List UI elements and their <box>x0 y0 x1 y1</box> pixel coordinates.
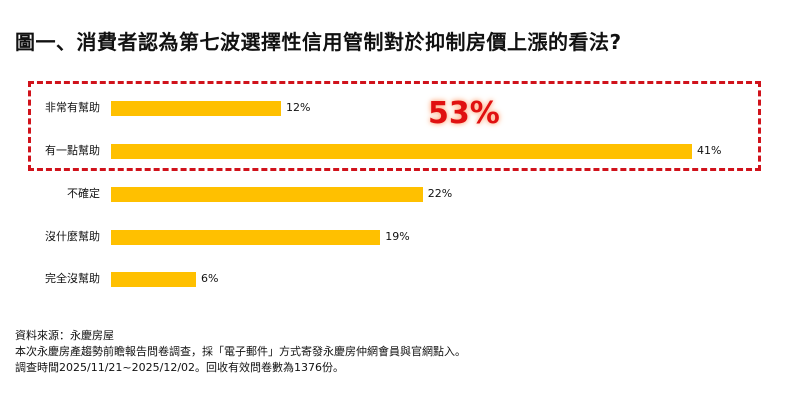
value-label: 6% <box>201 272 219 285</box>
combined-percentage-callout: 53% <box>428 96 500 131</box>
bar <box>111 272 197 287</box>
value-label: 22% <box>427 187 453 200</box>
category-label: 沒什麼幫助 <box>45 230 100 243</box>
survey-period-line: 調查時間2025/11/21~2025/12/02。回收有效問卷數為1376份。 <box>15 361 345 374</box>
bar <box>111 230 381 245</box>
bar-row: 非常有幫助 12% <box>0 98 800 118</box>
survey-method-line: 本次永慶房產趨勢前瞻報告問卷調查，採「電子郵件」方式寄發永慶房仲網會員與官網點入… <box>15 345 466 358</box>
chart-title: 圖一、消費者認為第七波選擇性信用管制對於抑制房價上漲的看法? <box>15 30 622 54</box>
bar-row: 有一點幫助 41% <box>0 141 800 161</box>
value-label: 12% <box>286 101 311 114</box>
bar-row: 完全沒幫助 6% <box>0 269 800 289</box>
bar-row: 沒什麼幫助 19% <box>0 227 800 247</box>
bar <box>111 101 282 116</box>
value-label: 19% <box>385 230 410 243</box>
bar <box>111 144 692 159</box>
value-label: 41% <box>696 144 722 157</box>
category-label: 完全沒幫助 <box>45 272 100 285</box>
highlight-dashed-box <box>28 81 761 171</box>
bar-row: 不確定 22% <box>0 184 800 204</box>
category-label: 非常有幫助 <box>45 101 100 114</box>
category-label: 不確定 <box>67 187 100 200</box>
source-line: 資料來源：永慶房屋 <box>15 329 114 342</box>
bar <box>111 187 423 202</box>
category-label: 有一點幫助 <box>45 144 100 157</box>
source-notes: 資料來源：永慶房屋 本次永慶房產趨勢前瞻報告問卷調查，採「電子郵件」方式寄發永慶… <box>15 328 466 376</box>
